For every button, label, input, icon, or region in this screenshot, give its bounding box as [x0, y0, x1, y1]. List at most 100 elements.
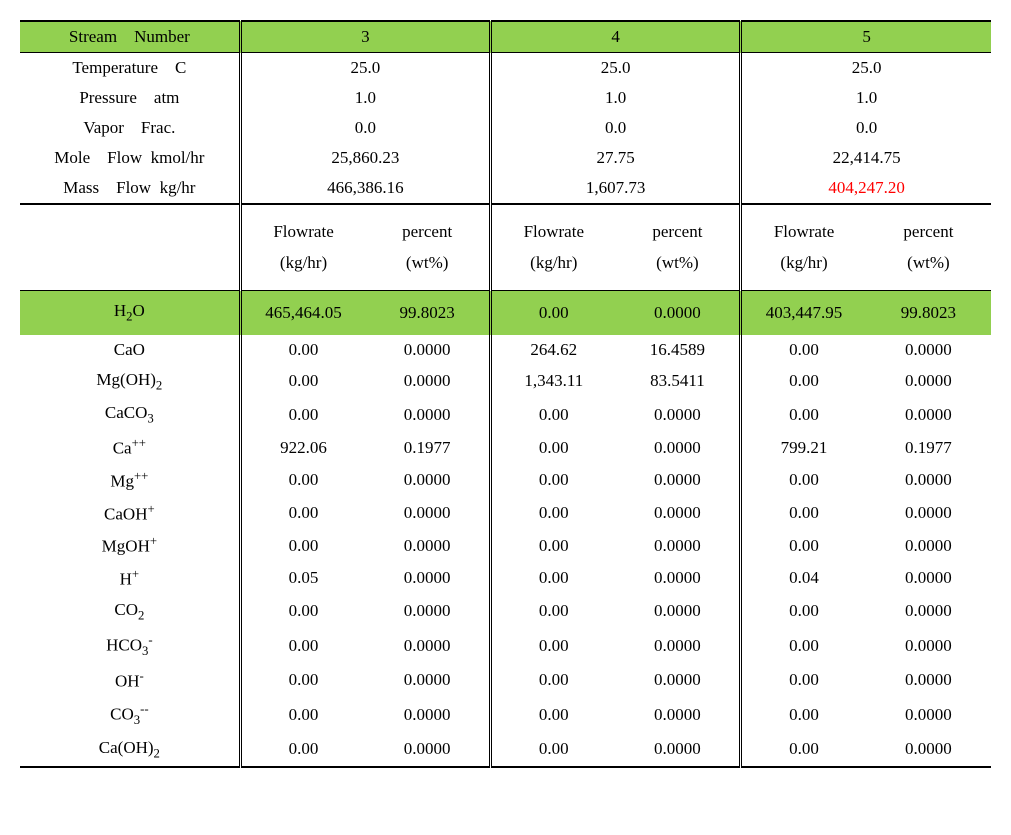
cell-value: 0.00 — [490, 431, 615, 464]
top-row: Vapor Frac.0.00.00.0 — [20, 113, 991, 143]
cell-value: 0.0000 — [866, 335, 991, 365]
data-rows-body: CaO0.000.0000264.6216.45890.000.0000Mg(O… — [20, 335, 991, 768]
cell-value: 0.0000 — [866, 697, 991, 733]
data-row: CaO0.000.0000264.6216.45890.000.0000 — [20, 335, 991, 365]
data-row: Ca(OH)20.000.00000.000.00000.000.0000 — [20, 733, 991, 767]
top-row-value: 25.0 — [490, 53, 740, 84]
top-row-value: 25.0 — [741, 53, 991, 84]
top-row-value: 22,414.75 — [741, 143, 991, 173]
cell-value: 0.0000 — [866, 562, 991, 595]
cell-value: 0.0000 — [866, 595, 991, 628]
percent-label: percent — [402, 222, 452, 241]
cell-value: 0.0000 — [866, 529, 991, 562]
data-row: Mg++0.000.00000.000.00000.000.0000 — [20, 464, 991, 497]
cell-value: 0.0000 — [616, 497, 741, 530]
subheader-row: Flowrate (kg/hr) percent (wt%) Flowrate … — [20, 204, 991, 291]
data-row: CO20.000.00000.000.00000.000.0000 — [20, 595, 991, 628]
cell-value: 922.06 — [240, 431, 365, 464]
stream-header-5: 5 — [741, 21, 991, 53]
flowrate-label: Flowrate — [524, 222, 584, 241]
top-row-label: Pressure atm — [20, 83, 240, 113]
flowrate-label: Flowrate — [273, 222, 333, 241]
cell-value: 0.0000 — [866, 365, 991, 398]
cell-value: 0.0000 — [365, 733, 490, 767]
cell-value: 0.0000 — [866, 664, 991, 697]
cell-value: 0.00 — [490, 398, 615, 431]
cell-value: 0.0000 — [616, 562, 741, 595]
cell-value: 83.5411 — [616, 365, 741, 398]
cell-value: 0.1977 — [365, 431, 490, 464]
species-label: Mg(OH)2 — [20, 365, 240, 398]
top-row-value: 1.0 — [240, 83, 490, 113]
percent-unit: (wt%) — [907, 253, 949, 272]
cell-value: 0.0000 — [365, 497, 490, 530]
cell-value: 0.00 — [741, 664, 866, 697]
cell-value: 0.0000 — [365, 365, 490, 398]
cell-value: 0.00 — [490, 497, 615, 530]
top-row-value: 1,607.73 — [490, 173, 740, 204]
cell-value: 0.00 — [741, 733, 866, 767]
stream-header-3: 3 — [240, 21, 490, 53]
subheader-percent-3: percent (wt%) — [365, 204, 490, 291]
top-row-value: 1.0 — [741, 83, 991, 113]
top-row-label: Vapor Frac. — [20, 113, 240, 143]
cell-value: 0.0000 — [866, 464, 991, 497]
cell-value: 0.04 — [741, 562, 866, 595]
cell-value: 0.0000 — [616, 628, 741, 664]
top-row-value: 0.0 — [490, 113, 740, 143]
cell-value: 0.0000 — [616, 595, 741, 628]
cell-value: 0.00 — [240, 398, 365, 431]
top-row-value: 25.0 — [240, 53, 490, 84]
cell-value: 16.4589 — [616, 335, 741, 365]
cell-value: 0.0000 — [365, 562, 490, 595]
top-row: Mole Flow kmol/hr25,860.2327.7522,414.75 — [20, 143, 991, 173]
cell-value: 0.00 — [741, 628, 866, 664]
data-row: OH-0.000.00000.000.00000.000.0000 — [20, 664, 991, 697]
cell-value: 0.0000 — [616, 464, 741, 497]
species-label: CO3-- — [20, 697, 240, 733]
top-row-label: Temperature C — [20, 53, 240, 84]
cell-value: 0.00 — [741, 365, 866, 398]
percent-unit: (wt%) — [406, 253, 448, 272]
cell-value: 0.00 — [240, 595, 365, 628]
data-row: CO3--0.000.00000.000.00000.000.0000 — [20, 697, 991, 733]
cell-value: 0.00 — [490, 628, 615, 664]
species-label: OH- — [20, 664, 240, 697]
subheader-percent-4: percent (wt%) — [616, 204, 741, 291]
cell-value: 0.0000 — [365, 335, 490, 365]
cell-value: 0.00 — [240, 697, 365, 733]
top-row: Mass Flow kg/hr466,386.161,607.73404,247… — [20, 173, 991, 204]
cell-value: 0.0000 — [616, 697, 741, 733]
data-row: H+0.050.00000.000.00000.040.0000 — [20, 562, 991, 595]
cell-value: 0.00 — [490, 562, 615, 595]
cell-value: 0.00 — [240, 664, 365, 697]
cell-value: 0.0000 — [616, 529, 741, 562]
stream-table-container: Stream Number 3 4 5 Temperature C25.025.… — [20, 20, 991, 768]
top-row-label: Mole Flow kmol/hr — [20, 143, 240, 173]
flowrate-unit: (kg/hr) — [530, 253, 577, 272]
cell-value: 799.21 — [741, 431, 866, 464]
subheader-percent-5: percent (wt%) — [866, 204, 991, 291]
top-section-body: Temperature C25.025.025.0Pressure atm1.0… — [20, 53, 991, 205]
cell-value: 0.00 — [240, 733, 365, 767]
cell-value: 1,343.11 — [490, 365, 615, 398]
cell-value: 0.00 — [741, 497, 866, 530]
species-label: MgOH+ — [20, 529, 240, 562]
cell-value: 0.00 — [240, 365, 365, 398]
percent-label: percent — [903, 222, 953, 241]
cell-value: 0.0000 — [365, 628, 490, 664]
cell-value: 0.00 — [741, 529, 866, 562]
species-label: HCO3- — [20, 628, 240, 664]
species-label: CaOH+ — [20, 497, 240, 530]
top-row-value: 404,247.20 — [741, 173, 991, 204]
species-label: CaO — [20, 335, 240, 365]
cell-value: 0.0000 — [365, 697, 490, 733]
data-row: Ca++922.060.19770.000.0000799.210.1977 — [20, 431, 991, 464]
cell-value: 99.8023 — [365, 291, 490, 335]
top-row-value: 0.0 — [741, 113, 991, 143]
data-row: Mg(OH)20.000.00001,343.1183.54110.000.00… — [20, 365, 991, 398]
cell-value: 0.00 — [490, 733, 615, 767]
cell-value: 0.05 — [240, 562, 365, 595]
species-label: Mg++ — [20, 464, 240, 497]
top-row-value: 25,860.23 — [240, 143, 490, 173]
